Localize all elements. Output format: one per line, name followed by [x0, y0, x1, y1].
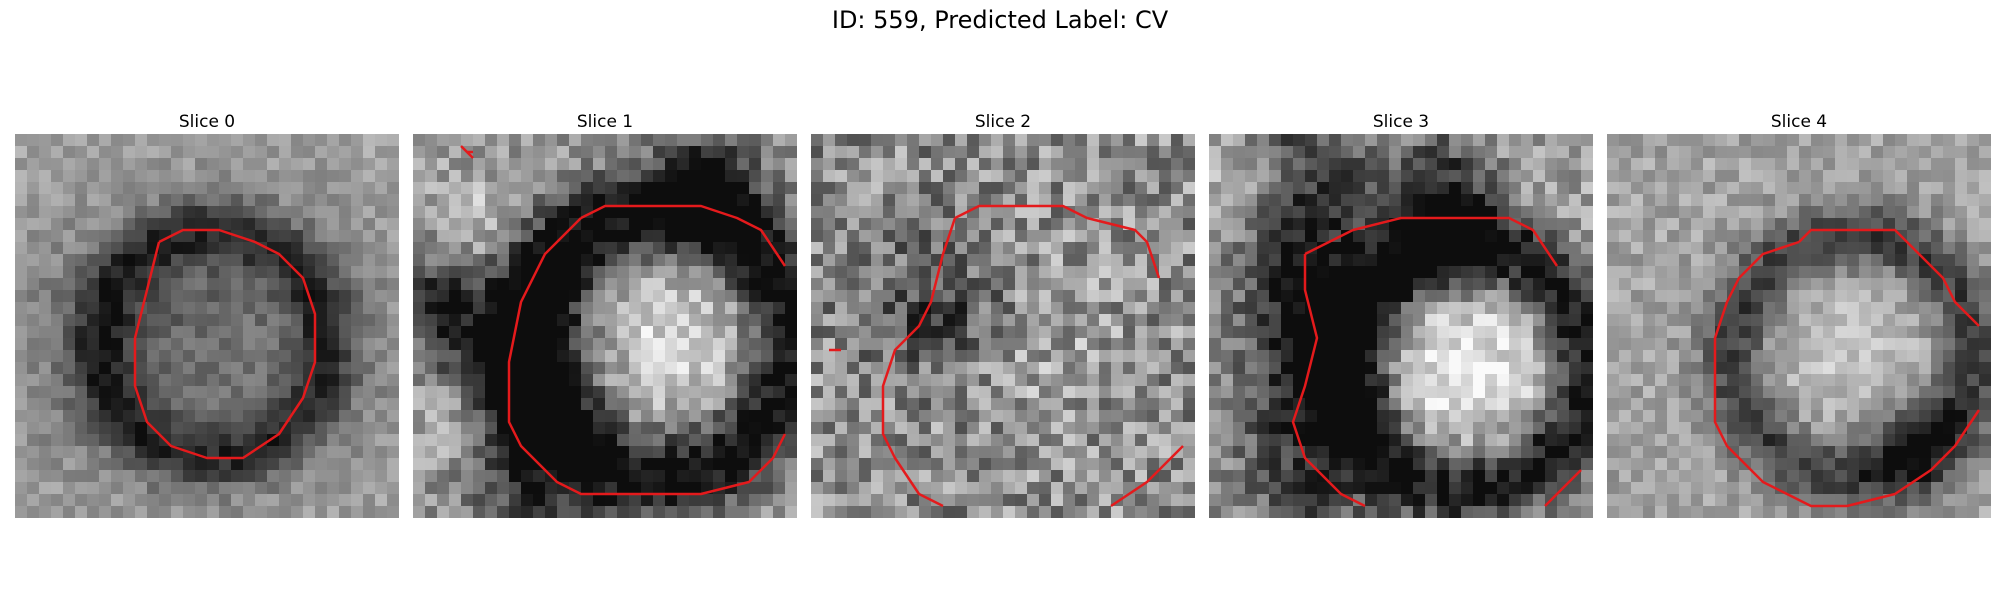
slice-image — [811, 134, 1195, 518]
panel-slice-1: Slice 1 — [413, 110, 797, 518]
panel-title: Slice 3 — [1209, 110, 1593, 134]
figure-title: ID: 559, Predicted Label: CV — [0, 6, 2000, 34]
pixel-grid — [1209, 134, 1593, 518]
panel-slice-4: Slice 4 — [1607, 110, 1991, 518]
panel-title: Slice 1 — [413, 110, 797, 134]
slice-image — [413, 134, 797, 518]
panel-slice-2: Slice 2 — [811, 110, 1195, 518]
slice-image — [1607, 134, 1991, 518]
slice-image — [15, 134, 399, 518]
pixel-grid — [413, 134, 797, 518]
slice-image — [1209, 134, 1593, 518]
pixel-grid — [811, 134, 1195, 518]
panel-title: Slice 2 — [811, 110, 1195, 134]
panel-slice-3: Slice 3 — [1209, 110, 1593, 518]
panel-title: Slice 0 — [15, 110, 399, 134]
pixel-grid — [1607, 134, 1991, 518]
pixel-grid — [15, 134, 399, 518]
panel-slice-0: Slice 0 — [15, 110, 399, 518]
panel-title: Slice 4 — [1607, 110, 1991, 134]
